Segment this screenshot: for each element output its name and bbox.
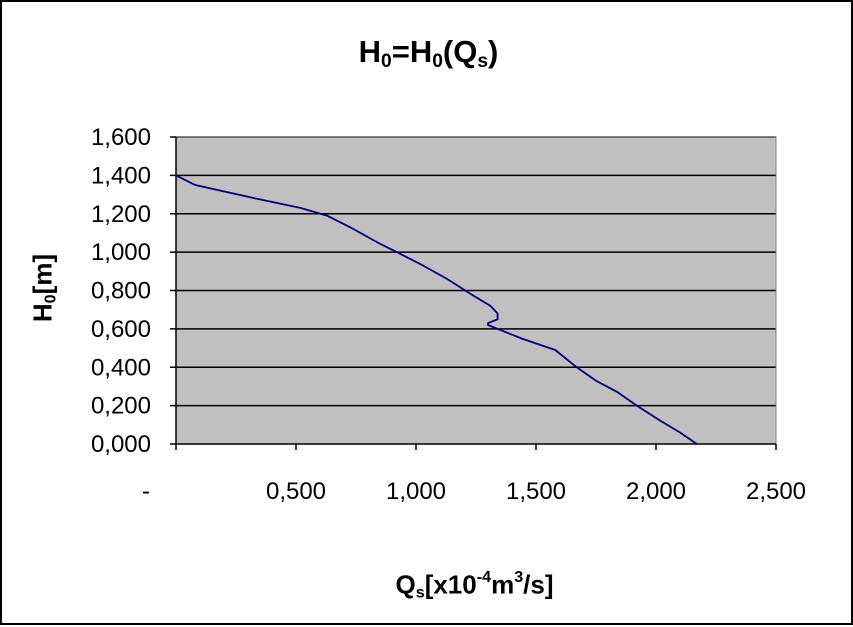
y-tick-label: 0,600 <box>91 316 151 343</box>
gridlines <box>176 136 776 407</box>
title-sub: 0 <box>381 50 392 72</box>
xlabel-sup: -4 <box>476 568 492 586</box>
y-tick-label: 0,000 <box>91 431 151 458</box>
x-tick-label: 2,000 <box>626 478 686 505</box>
xlabel-part: Q <box>395 569 416 600</box>
x-tick-label: 1,500 <box>506 478 566 505</box>
x-tick-label: 2,500 <box>746 478 806 505</box>
y-tick-label: 1,200 <box>91 201 151 228</box>
y-tick-label: 1,000 <box>91 239 151 266</box>
axes <box>170 136 777 450</box>
y-tick-label: 1,600 <box>91 124 151 151</box>
x-tick-label: - <box>142 478 150 505</box>
y-tick-label: 1,400 <box>91 162 151 189</box>
y-tick-labels: 0,000 0,200 0,400 0,600 0,800 1,000 1,200 1,400… <box>91 124 151 458</box>
title-sub: 0 <box>432 50 443 72</box>
y-tick-label: 0,800 <box>91 278 151 305</box>
chart-title: H0=H0(Qs) <box>2 34 853 73</box>
x-axis-label: Qs[x10-4m3/s] <box>2 568 853 602</box>
x-tick-label: 1,000 <box>386 478 446 505</box>
xlabel-sub: s <box>415 583 425 602</box>
y-tick-label: 0,200 <box>91 393 151 420</box>
title-part: H <box>358 34 382 69</box>
ylabel-part: [m] <box>27 253 58 295</box>
y-axis-label: H0[m] <box>27 254 60 322</box>
x-tick-label: 0,500 <box>266 478 326 505</box>
title-sub: s <box>477 50 489 72</box>
series-group <box>175 174 698 445</box>
xlabel-part: /s] <box>523 569 554 600</box>
xlabel-sup: 3 <box>514 568 524 586</box>
x-tick-labels: - 0,500 1,000 1,500 2,000 2,500 <box>142 478 806 505</box>
xlabel-part: m <box>491 569 515 600</box>
title-part: =H <box>391 34 433 69</box>
ylabel-sub: 0 <box>41 294 60 304</box>
xlabel-part: [x10 <box>424 569 477 600</box>
ylabel-part: H <box>27 303 58 323</box>
title-part: (Q <box>442 34 478 69</box>
series-line <box>175 174 698 445</box>
title-part: ) <box>488 34 499 69</box>
y-tick-label: 0,400 <box>91 354 151 381</box>
